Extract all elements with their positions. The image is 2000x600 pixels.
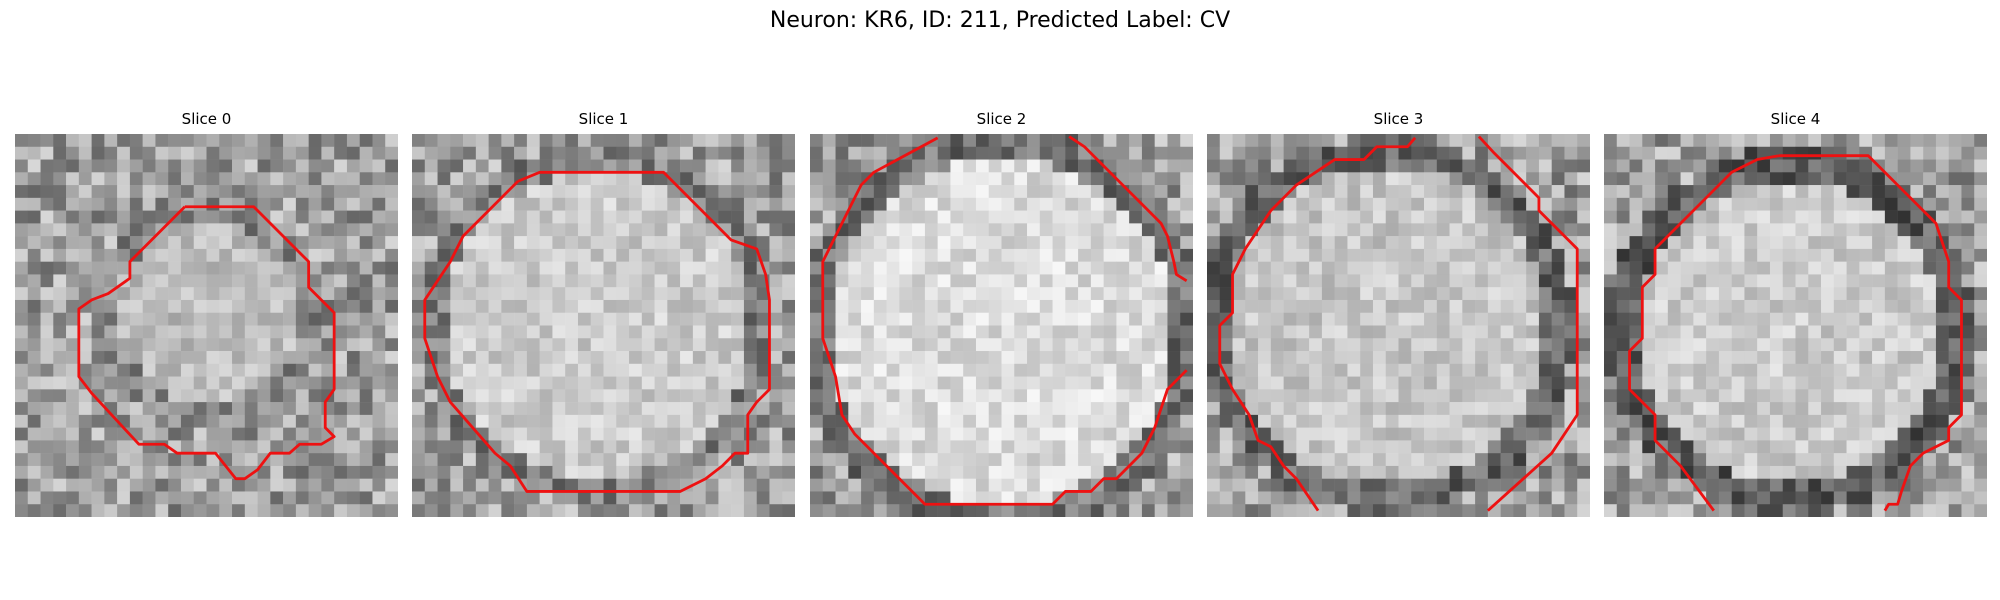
segmentation-contour	[1477, 135, 1579, 512]
segmentation-contour	[1778, 154, 1963, 512]
slice-panel-3: Slice 3	[1207, 108, 1590, 517]
slice-image	[15, 134, 398, 517]
segmentation-contour	[1628, 154, 1780, 512]
slice-title: Slice 3	[1373, 110, 1424, 128]
slice-title: Slice 2	[976, 110, 1027, 128]
segmentation-contour	[821, 136, 1188, 506]
slice-image	[1604, 134, 1987, 517]
slice-panel-1: Slice 1	[412, 108, 795, 517]
slice-title: Slice 0	[181, 110, 232, 128]
slice-title: Slice 4	[1770, 110, 1821, 128]
slice-image	[1207, 134, 1590, 517]
slice-image	[412, 134, 795, 517]
slice-panel-0: Slice 0	[15, 108, 398, 517]
segmentation-contour	[1218, 136, 1417, 512]
slice-image	[810, 134, 1193, 517]
slice-title: Slice 1	[578, 110, 629, 128]
segmentation-contour	[1068, 135, 1188, 283]
slice-panel-2: Slice 2	[810, 108, 1193, 517]
slice-panel-4: Slice 4	[1604, 108, 1987, 517]
segmentation-contour	[423, 170, 771, 493]
figure-title: Neuron: KR6, ID: 211, Predicted Label: C…	[769, 8, 1231, 33]
segmentation-contour	[77, 205, 336, 481]
